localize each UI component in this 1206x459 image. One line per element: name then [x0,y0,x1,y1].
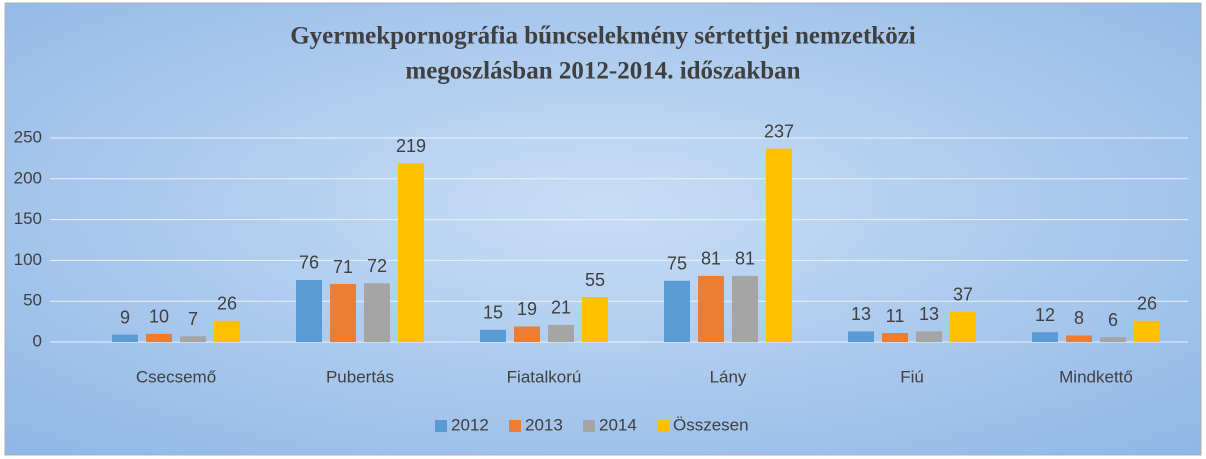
bar [848,331,874,342]
value-label: 26 [217,294,237,314]
bar [214,320,240,342]
bar [1032,332,1058,342]
value-label: 8 [1074,308,1084,328]
bar [1066,335,1092,342]
bar [296,279,322,342]
y-tick-label: 150 [14,209,42,228]
chart-title: megoszlásban 2012-2014. időszakban [405,58,800,85]
value-label: 9 [120,307,130,327]
bar [1134,320,1160,342]
value-label: 19 [517,299,537,319]
x-tick-label: Fiú [900,367,924,386]
bar [548,324,574,342]
bar [180,336,206,342]
legend-label: 2013 [525,415,563,434]
value-label: 72 [367,256,387,276]
legend-label: Összesen [673,415,749,434]
legend-swatch [435,420,447,432]
value-label: 219 [396,136,426,156]
value-label: 13 [851,304,871,324]
value-label: 26 [1137,294,1157,314]
bar [330,284,356,342]
bar [582,297,608,342]
y-tick-label: 0 [33,331,42,350]
bar [480,329,506,342]
bar [1100,337,1126,342]
x-tick-label: Lány [710,367,747,386]
value-label: 7 [188,309,198,329]
value-label: 10 [149,307,169,327]
value-label: 55 [585,270,605,290]
y-tick-label: 250 [14,127,42,146]
legend-label: 2012 [451,415,489,434]
bar [398,163,424,342]
bar [916,331,942,342]
legend-label: 2014 [599,415,637,434]
value-label: 21 [551,298,571,318]
x-tick-label: Fiatalkorú [507,367,582,386]
y-tick-label: 50 [23,291,42,310]
bar [146,333,172,342]
bar [514,326,540,342]
value-label: 15 [483,303,503,323]
chart-background [4,2,1202,456]
y-tick-label: 200 [14,168,42,187]
value-label: 237 [764,121,794,141]
chart-title: Gyermekpornográfia bűncselekmény sértett… [290,23,916,50]
legend-swatch [509,420,521,432]
legend-swatch [583,420,595,432]
bar [766,148,792,342]
value-label: 12 [1035,305,1055,325]
value-label: 11 [886,306,905,326]
x-tick-label: Csecsemő [136,367,216,386]
bar [364,283,390,342]
bar [732,275,758,342]
legend-swatch [657,420,669,432]
value-label: 13 [919,304,939,324]
y-tick-label: 100 [14,250,42,269]
x-tick-label: Pubertás [326,367,394,386]
value-label: 71 [333,257,353,277]
bar [698,275,724,342]
bar [112,334,138,342]
bar [664,280,690,342]
value-label: 75 [667,254,687,274]
bar [950,311,976,342]
value-label: 6 [1108,310,1118,330]
bar [882,333,908,342]
value-label: 81 [735,249,755,269]
value-label: 81 [701,249,721,269]
x-tick-label: Mindkettő [1059,367,1133,386]
value-label: 76 [299,253,319,273]
value-label: 37 [953,285,973,305]
